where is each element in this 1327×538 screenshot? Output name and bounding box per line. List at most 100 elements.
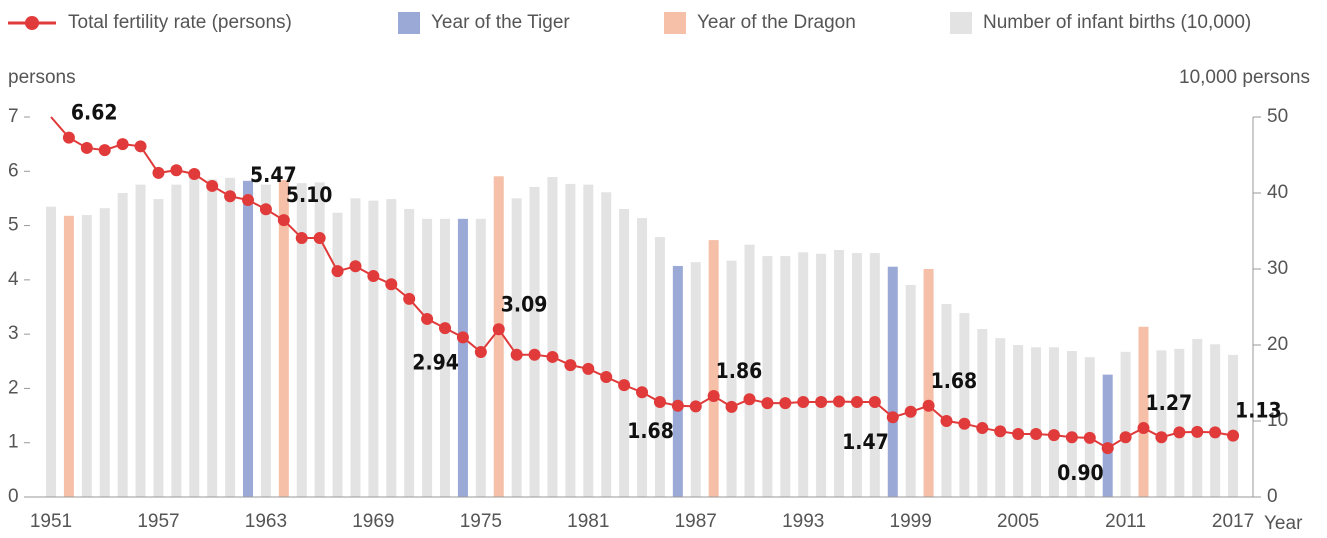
fertility-marker [116, 138, 129, 151]
bar [690, 262, 701, 497]
bar [905, 284, 916, 497]
fertility-marker [725, 400, 738, 413]
fertility-marker [671, 399, 684, 412]
x-tick-label: 2011 [1105, 511, 1146, 532]
bar [493, 176, 504, 497]
x-tick-label: 1993 [782, 511, 824, 532]
bar [744, 244, 755, 497]
legend-label: Year of the Tiger [431, 12, 570, 33]
legend-marker [25, 16, 39, 30]
bar [81, 215, 92, 498]
y-tick-label: 4 [8, 269, 19, 290]
x-tick-label: 1999 [890, 511, 932, 532]
bar [440, 218, 451, 497]
bar [654, 237, 665, 497]
y2-tick-label: 50 [1267, 106, 1288, 127]
bar [368, 200, 379, 497]
bar [834, 250, 845, 497]
bar [243, 180, 254, 497]
fertility-marker [600, 371, 613, 384]
x-axis-title: Year [1264, 513, 1303, 534]
fertility-marker [134, 140, 147, 153]
fertility-marker [1083, 431, 1096, 444]
bar [941, 303, 952, 497]
fertility-marker [994, 425, 1007, 438]
fertility-marker [761, 397, 774, 410]
data-label: 5.47 [250, 163, 297, 187]
bar [314, 182, 325, 498]
fertility-marker [582, 362, 595, 375]
bar [601, 192, 612, 498]
fertility-marker [1173, 426, 1186, 439]
x-tick-label: 1969 [352, 511, 394, 532]
bar [260, 184, 271, 497]
data-label: 2.94 [412, 350, 459, 374]
legend-label: Total fertility rate (persons) [68, 12, 292, 33]
fertility-marker [904, 405, 917, 418]
bar [619, 208, 630, 497]
bar [959, 313, 970, 497]
bar [887, 266, 898, 497]
fertility-marker [403, 292, 416, 305]
data-label: 5.10 [286, 183, 333, 207]
bar [332, 212, 343, 497]
x-tick-label: 1951 [30, 511, 72, 532]
bar [816, 253, 827, 497]
bar [225, 177, 236, 498]
fertility-marker [1065, 431, 1078, 444]
legend-swatch [398, 12, 420, 34]
bar [995, 338, 1006, 497]
bar [296, 183, 307, 497]
y-axis-title: persons [8, 67, 76, 88]
y2-tick-label: 10 [1267, 410, 1288, 431]
fertility-marker [1047, 429, 1060, 442]
bar [207, 179, 218, 497]
y-tick-label: 6 [8, 160, 19, 181]
y-tick-label: 2 [8, 377, 19, 398]
bar [404, 208, 415, 497]
x-tick-label: 1975 [460, 511, 502, 532]
bar [1156, 350, 1167, 497]
bar [977, 329, 988, 497]
fertility-marker [797, 396, 810, 408]
bar [1210, 344, 1221, 497]
data-label: 1.13 [1235, 399, 1282, 423]
fertility-marker [636, 386, 649, 399]
fertility-marker [206, 179, 219, 192]
fertility-marker [868, 396, 881, 408]
bar [1048, 347, 1059, 497]
bar [153, 199, 164, 497]
y-tick-label: 5 [8, 215, 19, 236]
fertility-marker [277, 214, 290, 227]
x-tick-label: 2017 [1212, 511, 1254, 532]
fertility-marker [618, 379, 631, 392]
y-tick-label: 7 [8, 106, 19, 127]
bar [386, 199, 397, 497]
bar [565, 183, 576, 497]
bar [672, 265, 683, 497]
bar [135, 184, 146, 497]
fertility-marker [1119, 431, 1132, 444]
fertility-marker [528, 348, 541, 361]
bar [1174, 348, 1185, 497]
bar [511, 198, 522, 497]
bar [46, 206, 56, 497]
fertility-marker [1227, 429, 1240, 442]
fertility-marker [170, 164, 183, 177]
data-label: 0.90 [1057, 461, 1104, 485]
fertility-marker [546, 350, 559, 363]
bar [278, 180, 289, 497]
bar [1120, 351, 1131, 497]
fertility-marker [1191, 425, 1204, 438]
fertility-marker [958, 417, 971, 430]
fertility-marker [940, 415, 953, 427]
bar [762, 256, 773, 497]
bar [923, 269, 934, 497]
fertility-marker [188, 168, 201, 180]
bar [189, 177, 200, 498]
bar [851, 253, 862, 497]
fertility-marker [439, 322, 452, 335]
y-tick-label: 0 [8, 486, 19, 507]
x-tick-label: 2005 [997, 511, 1039, 532]
